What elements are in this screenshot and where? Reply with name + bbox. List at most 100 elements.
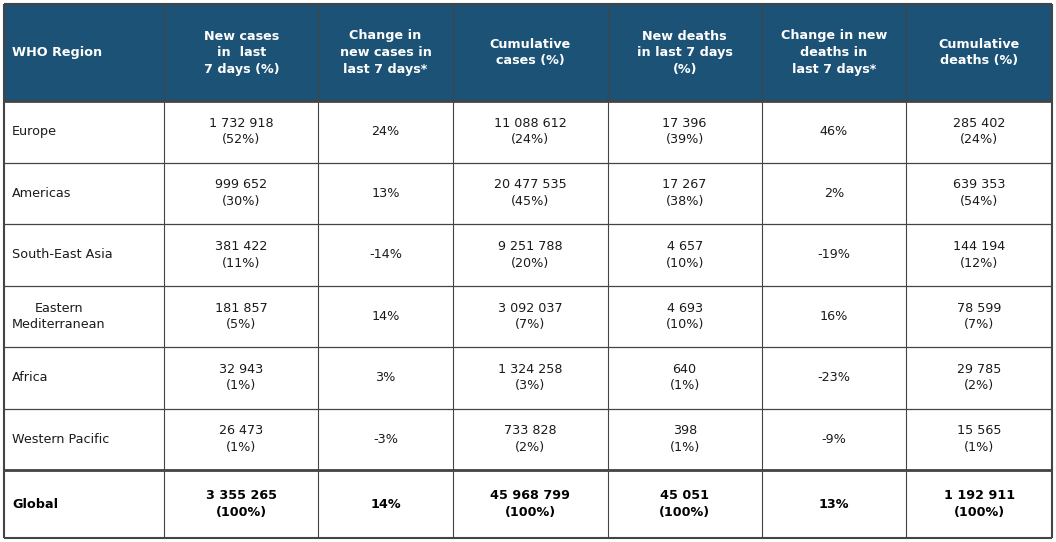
Bar <box>453 286 607 347</box>
Bar <box>453 409 607 470</box>
Bar <box>453 347 607 409</box>
Bar <box>761 4 906 101</box>
Text: 13%: 13% <box>818 498 849 511</box>
Bar <box>165 163 319 224</box>
Text: Europe: Europe <box>12 125 57 138</box>
Bar <box>607 101 761 163</box>
Text: -9%: -9% <box>822 433 847 446</box>
Text: 2%: 2% <box>824 187 844 200</box>
Text: 14%: 14% <box>372 309 399 322</box>
Text: 3 355 265
(100%): 3 355 265 (100%) <box>206 489 277 519</box>
Text: 45 968 799
(100%): 45 968 799 (100%) <box>490 489 570 519</box>
Text: 24%: 24% <box>372 125 399 138</box>
Text: 4 657
(10%): 4 657 (10%) <box>665 240 704 269</box>
Text: Eastern
Mediterranean: Eastern Mediterranean <box>12 301 106 331</box>
Bar <box>453 163 607 224</box>
Text: -3%: -3% <box>373 433 398 446</box>
Bar <box>906 409 1052 470</box>
Text: 3 092 037
(7%): 3 092 037 (7%) <box>497 301 563 331</box>
Bar <box>4 470 165 538</box>
Text: 15 565
(1%): 15 565 (1%) <box>957 424 1001 454</box>
Bar <box>165 470 319 538</box>
Bar <box>906 163 1052 224</box>
Text: 181 857
(5%): 181 857 (5%) <box>215 301 268 331</box>
Bar <box>906 4 1052 101</box>
Bar <box>319 409 453 470</box>
Text: 20 477 535
(45%): 20 477 535 (45%) <box>494 178 566 208</box>
Text: 17 267
(38%): 17 267 (38%) <box>662 178 706 208</box>
Bar <box>607 286 761 347</box>
Text: -19%: -19% <box>817 248 850 261</box>
Bar <box>607 347 761 409</box>
Bar <box>319 286 453 347</box>
Text: 1 732 918
(52%): 1 732 918 (52%) <box>209 117 274 146</box>
Text: 13%: 13% <box>372 187 400 200</box>
Text: 11 088 612
(24%): 11 088 612 (24%) <box>494 117 566 146</box>
Bar <box>906 470 1052 538</box>
Text: 398
(1%): 398 (1%) <box>670 424 700 454</box>
Bar <box>319 4 453 101</box>
Bar <box>453 4 607 101</box>
Text: 17 396
(39%): 17 396 (39%) <box>662 117 706 146</box>
Bar <box>906 224 1052 286</box>
Bar <box>165 286 319 347</box>
Bar <box>761 286 906 347</box>
Bar <box>319 101 453 163</box>
Text: Change in new
deaths in
last 7 days*: Change in new deaths in last 7 days* <box>780 29 887 75</box>
Text: WHO Region: WHO Region <box>12 46 102 59</box>
Bar <box>453 224 607 286</box>
Bar <box>761 101 906 163</box>
Bar <box>4 101 165 163</box>
Bar <box>4 286 165 347</box>
Text: Change in
new cases in
last 7 days*: Change in new cases in last 7 days* <box>340 29 432 75</box>
Bar <box>906 347 1052 409</box>
Bar <box>4 347 165 409</box>
Bar <box>761 470 906 538</box>
Bar <box>165 347 319 409</box>
Text: 78 599
(7%): 78 599 (7%) <box>957 301 1001 331</box>
Bar <box>906 286 1052 347</box>
Text: 26 473
(1%): 26 473 (1%) <box>220 424 264 454</box>
Text: South-East Asia: South-East Asia <box>12 248 113 261</box>
Text: -23%: -23% <box>817 371 850 384</box>
Text: 1 192 911
(100%): 1 192 911 (100%) <box>944 489 1015 519</box>
Bar <box>319 163 453 224</box>
Bar <box>607 224 761 286</box>
Bar <box>4 409 165 470</box>
Bar <box>607 409 761 470</box>
Text: Cumulative
deaths (%): Cumulative deaths (%) <box>939 38 1020 67</box>
Text: 9 251 788
(20%): 9 251 788 (20%) <box>497 240 563 269</box>
Text: 381 422
(11%): 381 422 (11%) <box>215 240 267 269</box>
Text: 46%: 46% <box>819 125 848 138</box>
Bar <box>165 224 319 286</box>
Bar <box>165 101 319 163</box>
Text: 285 402
(24%): 285 402 (24%) <box>953 117 1005 146</box>
Bar <box>4 4 165 101</box>
Text: 639 353
(54%): 639 353 (54%) <box>953 178 1005 208</box>
Text: 16%: 16% <box>819 309 848 322</box>
Text: Africa: Africa <box>12 371 49 384</box>
Text: 14%: 14% <box>371 498 401 511</box>
Text: 4 693
(10%): 4 693 (10%) <box>665 301 704 331</box>
Text: Americas: Americas <box>12 187 72 200</box>
Bar <box>761 224 906 286</box>
Bar <box>319 470 453 538</box>
Text: -14%: -14% <box>369 248 402 261</box>
Bar <box>761 347 906 409</box>
Text: New deaths
in last 7 days
(%): New deaths in last 7 days (%) <box>637 29 733 75</box>
Text: 32 943
(1%): 32 943 (1%) <box>220 363 264 392</box>
Bar <box>906 101 1052 163</box>
Bar <box>319 224 453 286</box>
Bar <box>761 163 906 224</box>
Text: New cases
in  last
7 days (%): New cases in last 7 days (%) <box>204 29 279 75</box>
Bar <box>453 470 607 538</box>
Bar <box>607 470 761 538</box>
Bar <box>4 163 165 224</box>
Text: 733 828
(2%): 733 828 (2%) <box>504 424 557 454</box>
Bar <box>165 4 319 101</box>
Text: 640
(1%): 640 (1%) <box>670 363 700 392</box>
Text: 1 324 258
(3%): 1 324 258 (3%) <box>497 363 563 392</box>
Bar <box>453 101 607 163</box>
Text: 3%: 3% <box>375 371 396 384</box>
Text: Western Pacific: Western Pacific <box>12 433 109 446</box>
